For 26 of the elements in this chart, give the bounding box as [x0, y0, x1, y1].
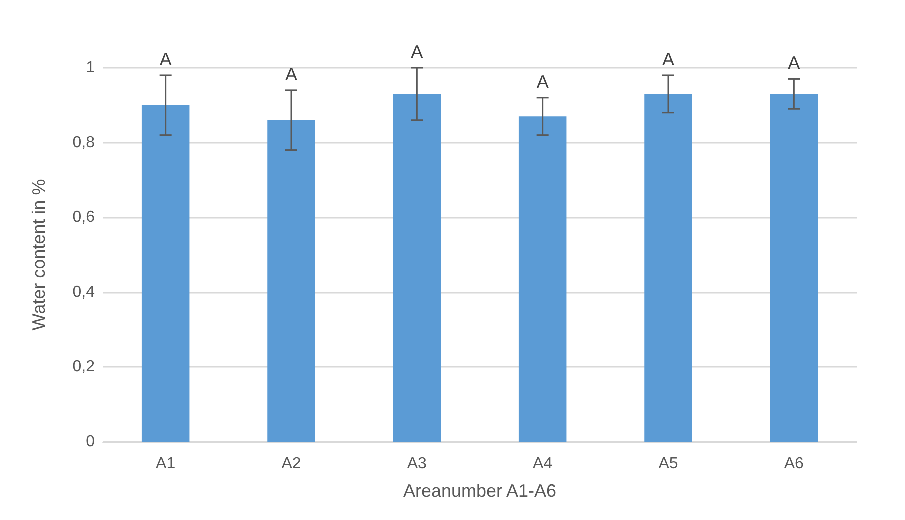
bar	[770, 94, 818, 442]
annotation: A	[788, 53, 800, 74]
annotation: A	[662, 49, 675, 70]
annotation: A	[285, 64, 298, 84]
bar	[142, 105, 190, 442]
x-tick-label: A5	[658, 456, 678, 472]
x-tick-label: A2	[282, 456, 302, 472]
annotation: A	[160, 49, 172, 70]
y-tick-label: 0,2	[72, 358, 96, 376]
bar	[644, 94, 692, 442]
bar	[268, 120, 316, 442]
y-tick-label: 0,6	[72, 209, 96, 226]
x-tick-label: A1	[156, 456, 176, 472]
y-tick-label: 0,4	[72, 284, 96, 301]
annotation: A	[536, 72, 549, 92]
bar	[393, 94, 442, 442]
bar	[518, 116, 567, 442]
text: A	[411, 42, 424, 62]
x-tick-label: A4	[533, 456, 553, 472]
y-tick-label: 1	[86, 60, 96, 76]
x-tick-label: A3	[407, 456, 428, 472]
y-axis-title: Water content in %	[29, 179, 49, 331]
x-tick-label: A6	[784, 456, 804, 472]
y-tick-label: 0	[86, 434, 96, 450]
y-tick-label: 0,8	[72, 134, 96, 152]
x-axis-title: Areanumber A1-A6	[403, 481, 557, 501]
